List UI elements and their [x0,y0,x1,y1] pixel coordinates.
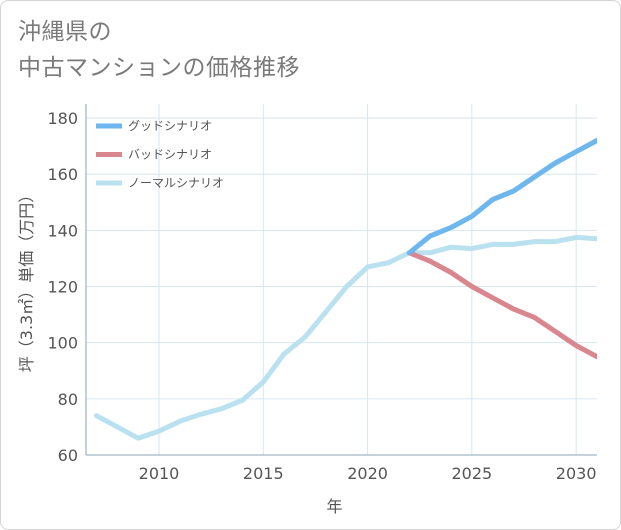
series-line-0 [406,138,597,256]
y-tick-label: 80 [58,390,78,409]
x-tick-label: 2010 [139,464,180,483]
y-tick-label: 100 [47,334,78,353]
y-tick-label: 140 [47,221,78,240]
chart-title: 沖縄県の 中古マンションの価格推移 [18,14,300,86]
chart-title-line-1: 沖縄県の [18,19,112,45]
y-tick-label: 160 [47,165,78,184]
x-tick-label: 2025 [451,464,492,483]
x-tick-label: 2030 [556,464,597,483]
legend-label-0: グッドシナリオ [128,119,212,133]
legend-label-1: バッドシナリオ [128,148,212,162]
y-tick-label: 120 [47,278,78,297]
x-tick-label: 2020 [347,464,388,483]
y-tick-label: 180 [47,109,78,128]
legend-label-2: ノーマルシナリオ [128,176,224,190]
x-tick-label: 2015 [243,464,284,483]
series-line-1 [406,250,597,360]
y-axis-title: 坪（3.3㎡）単価（万円） [17,187,36,372]
chart-title-line-2: 中古マンションの価格推移 [18,55,300,81]
y-tick-label: 60 [58,446,78,465]
x-axis-title: 年 [326,497,342,516]
plot-area [86,104,597,455]
series-line-2 [93,234,597,441]
